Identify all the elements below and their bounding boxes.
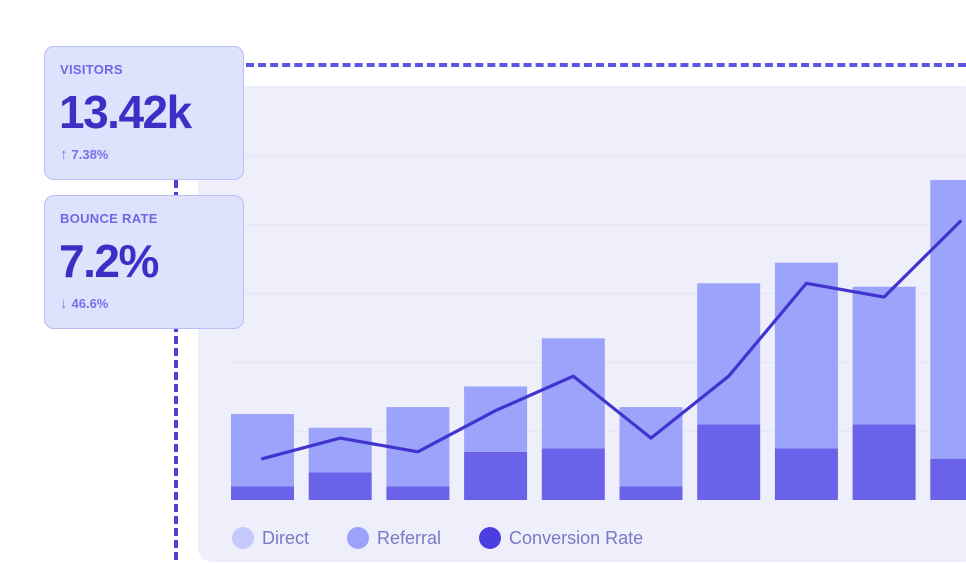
legend-item-direct[interactable]: Direct [232, 527, 309, 549]
arrow-down-icon: ↓ [60, 295, 68, 312]
bar-referral[interactable] [697, 283, 761, 425]
visitors-change: ↑ 7.38% [60, 146, 108, 163]
legend-item-conversion-rate[interactable]: Conversion Rate [479, 527, 643, 549]
visitors-value: 13.42k [59, 86, 192, 138]
bar-conversion-rate[interactable] [541, 448, 605, 500]
arrow-up-icon: ↑ [60, 146, 68, 163]
bar-referral[interactable] [774, 262, 838, 449]
legend-item-referral[interactable]: Referral [347, 527, 441, 549]
conversion-rate-line[interactable] [260, 219, 962, 461]
bounce-rate-label: BOUNCE RATE [60, 211, 158, 226]
conversion-line [260, 219, 962, 461]
bar-conversion-rate[interactable] [619, 486, 683, 500]
legend-label-direct: Direct [262, 527, 310, 548]
bounce-rate-card: BOUNCE RATE 7.2% ↓ 46.6% [44, 195, 244, 329]
bar-conversion-rate[interactable] [697, 424, 761, 500]
chart-legend: Direct Referral Conversion Rate [232, 526, 681, 550]
bar-conversion-rate[interactable] [386, 486, 450, 500]
bounce-rate-value: 7.2% [59, 235, 159, 287]
legend-label-referral: Referral [377, 527, 442, 548]
legend-dot-referral [347, 527, 370, 549]
bar-referral[interactable] [308, 427, 372, 473]
bars [231, 180, 966, 500]
bar-conversion-rate[interactable] [231, 486, 294, 500]
bounce-rate-change-value: 46.6% [71, 296, 109, 311]
legend-label-conversion-rate: Conversion Rate [509, 527, 644, 548]
bar-referral[interactable] [852, 286, 916, 425]
bar-referral[interactable] [930, 180, 966, 459]
visitors-label: VISITORS [60, 62, 123, 77]
bar-referral[interactable] [464, 386, 528, 452]
bar-conversion-rate[interactable] [930, 458, 966, 500]
bounce-rate-change: ↓ 46.6% [60, 295, 108, 312]
bar-conversion-rate[interactable] [308, 472, 372, 500]
bar-conversion-rate[interactable] [464, 451, 528, 500]
dashed-border-top [246, 63, 966, 67]
legend-dot-conversion-rate [479, 527, 502, 549]
bar-conversion-rate[interactable] [852, 424, 916, 500]
dashed-border-left [174, 180, 178, 560]
visitors-card: VISITORS 13.42k ↑ 7.38% [44, 46, 244, 180]
bar-conversion-rate[interactable] [774, 448, 838, 500]
bar-referral[interactable] [231, 414, 294, 487]
legend-dot-direct [232, 527, 254, 549]
visitors-change-value: 7.38% [71, 147, 109, 162]
